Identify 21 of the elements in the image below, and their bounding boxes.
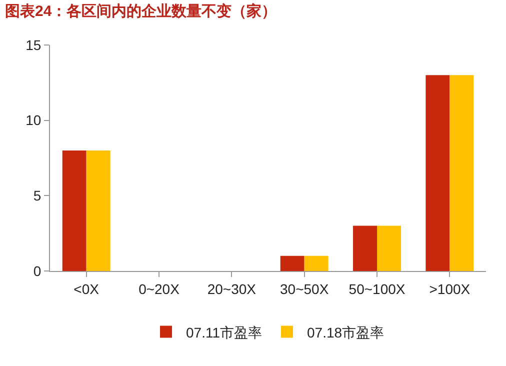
bar [280,256,304,271]
x-tick-label: 0~20X [138,280,180,297]
y-tick-label: 5 [33,188,42,204]
bar [450,75,474,271]
x-tick-label: 30~50X [280,280,330,297]
legend-label: 07.18市盈率 [307,324,384,340]
chart-title: 图表24：各区间内的企业数量不变（家） [5,2,277,20]
bar [86,150,110,271]
bar [353,226,377,271]
x-tick-label: 50~100X [348,280,406,297]
x-tick-label: >100X [429,280,471,297]
y-tick-label: 10 [26,112,42,128]
x-tick-label: 20~30X [207,280,257,297]
bar [377,226,401,271]
x-tick-label: <0X [74,280,100,297]
bar [62,150,86,271]
y-tick-label: 15 [26,36,42,53]
legend-label: 07.11市盈率 [186,324,262,340]
y-tick-label: 0 [33,262,42,279]
bar [304,256,328,271]
bar [426,75,450,271]
